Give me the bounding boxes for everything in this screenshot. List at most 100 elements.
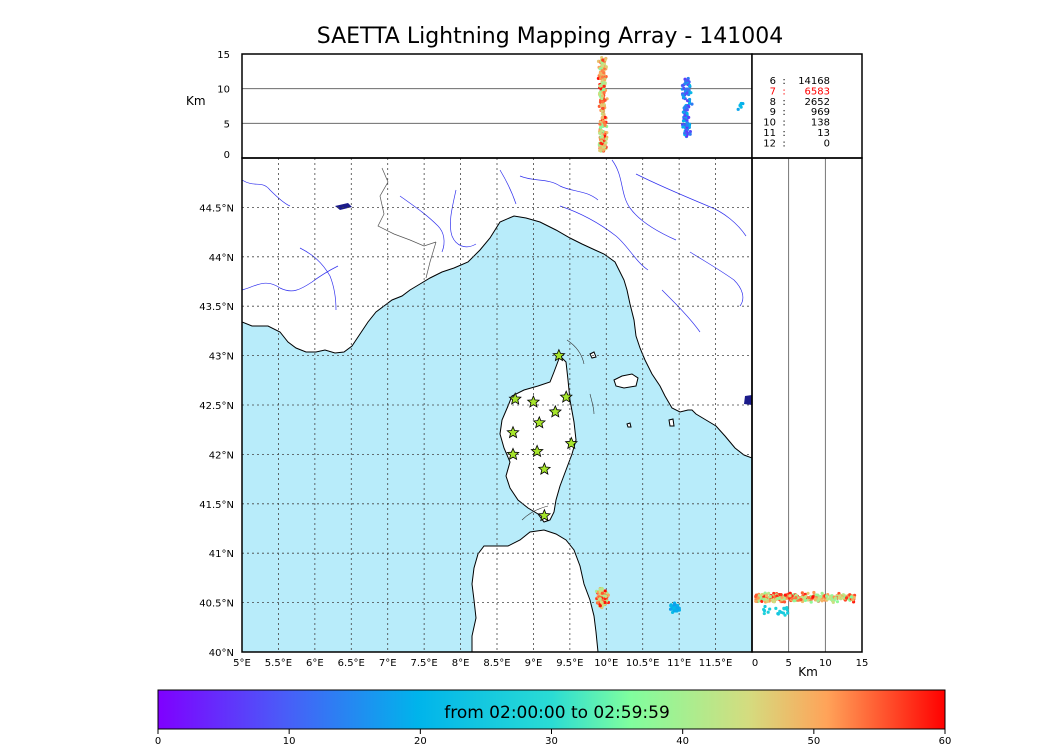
count-sep: :: [782, 97, 785, 108]
height-source: [600, 55, 604, 60]
height-source: [687, 123, 692, 128]
side-tick-label: 15: [856, 658, 869, 669]
side-source: [786, 611, 790, 615]
side-source: [764, 593, 768, 598]
sardinia: [471, 529, 599, 652]
lake: [335, 203, 352, 210]
height-source: [603, 143, 607, 147]
height-source: [681, 119, 686, 123]
height-source: [603, 115, 607, 119]
lightning-source: [604, 594, 608, 598]
lightning-source: [675, 605, 679, 610]
small-island: [589, 351, 597, 359]
count-value: 138: [811, 118, 830, 129]
side-source: [772, 591, 776, 596]
lightning-source: [598, 604, 602, 608]
height-source: [602, 113, 606, 117]
rivers: [242, 159, 747, 333]
lat-tick-label: 40°N: [209, 648, 234, 659]
side-tick-label: 0: [752, 658, 758, 669]
side-tick-label: 5: [785, 658, 791, 669]
height-source: [602, 84, 606, 88]
lightning-source: [603, 600, 607, 605]
lightning-source: [600, 587, 605, 591]
lat-tick-label: 42°N: [209, 450, 234, 461]
station-marker: [537, 462, 552, 475]
height-source: [685, 107, 689, 111]
height-source: [598, 67, 602, 71]
lightning-source: [672, 603, 677, 607]
height-source: [601, 106, 605, 110]
height-source: [602, 121, 606, 125]
count-sep: :: [782, 86, 785, 97]
lat-tick-label: 41°N: [209, 549, 234, 560]
side-source: [831, 600, 835, 604]
count-label: 7: [770, 86, 776, 97]
side-source: [763, 604, 767, 609]
count-value: 6583: [805, 86, 830, 97]
side-source: [851, 598, 855, 602]
lon-tick-label: 5°E: [233, 658, 251, 669]
side-source: [828, 595, 832, 599]
side-source: [820, 599, 824, 603]
lat-tick-label: 40.5°N: [199, 599, 234, 610]
count-value: 2652: [805, 97, 830, 108]
lightning-source: [672, 609, 677, 613]
height-source: [687, 97, 692, 102]
height-ylabel: Km: [186, 94, 206, 108]
height-tick-label: 0: [224, 150, 230, 161]
height-source: [602, 90, 606, 95]
count-row: 11: 13: [763, 128, 830, 139]
side-source: [780, 595, 784, 600]
lightning-source: [606, 593, 610, 597]
count-sep: :: [782, 128, 785, 139]
count-sep: :: [782, 118, 785, 129]
colorbar-tick-label: 40: [676, 736, 689, 747]
side-source: [809, 600, 813, 604]
height-source: [685, 91, 689, 95]
side-source: [825, 594, 829, 598]
side-source: [775, 596, 780, 601]
height-source: [598, 146, 602, 150]
time-window-label: from 02:00:00 to 02:59:59: [444, 703, 670, 723]
height-source: [601, 148, 605, 152]
height-source: [685, 111, 689, 116]
side-source: [817, 596, 821, 600]
lon-tick-label: 10.5°E: [626, 658, 660, 669]
height-tick-label: 5: [224, 119, 230, 130]
station-marker: [559, 390, 573, 403]
side-source: [807, 596, 811, 600]
side-source: [754, 594, 758, 599]
side-source: [785, 608, 789, 612]
count-value: 14168: [798, 76, 830, 87]
station-marker: [532, 415, 547, 429]
height-panel: 0 5 10 15 Km: [186, 50, 753, 161]
side-source: [756, 596, 760, 600]
height-source: [683, 114, 687, 118]
height-source: [601, 100, 605, 104]
height-source: [599, 141, 603, 145]
height-source: [600, 134, 604, 139]
station-marker: [506, 425, 520, 439]
height-source: [601, 64, 605, 68]
lon-tick-label: 11.5°E: [699, 658, 733, 669]
colorbar-gradient: [157, 689, 946, 730]
colorbar: from 02:00:00 to 02:59:59 0 10 20 30 40 50 60: [155, 689, 951, 747]
height-source: [601, 103, 605, 108]
height-source: [598, 148, 602, 153]
height-frame: [241, 53, 753, 159]
lon-tick-label: 7.5°E: [411, 658, 438, 669]
station-marker: [508, 392, 522, 405]
side-source: [849, 595, 854, 599]
side-frame: [751, 157, 863, 653]
lat-tick-label: 42.5°N: [199, 401, 234, 412]
colorbar-tick-label: 50: [807, 736, 820, 747]
count-sep: :: [782, 138, 785, 149]
count-row: 8: 2652: [770, 97, 830, 108]
count-row: 10: 138: [763, 118, 830, 129]
height-source: [682, 95, 686, 99]
side-sources: [754, 590, 857, 617]
side-source: [776, 612, 780, 616]
height-source: [690, 102, 694, 106]
side-source: [844, 596, 849, 600]
